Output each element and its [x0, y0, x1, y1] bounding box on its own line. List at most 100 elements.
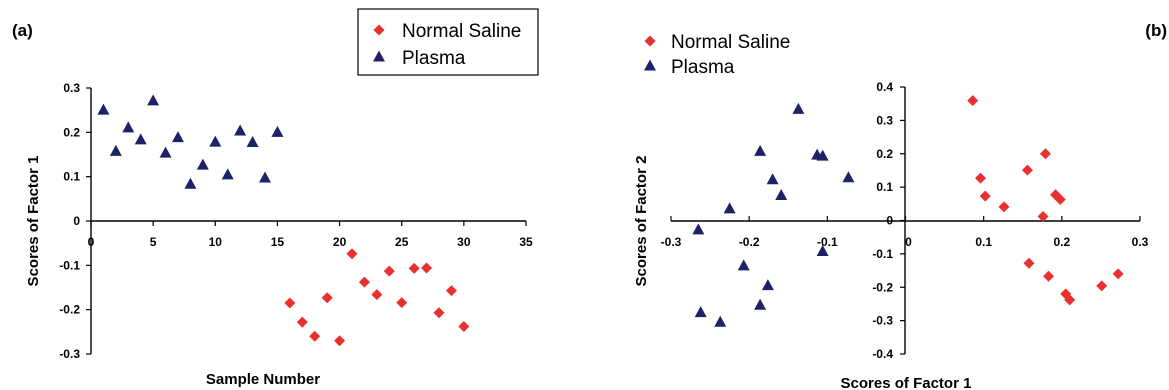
data-point-triangle — [694, 306, 707, 318]
data-point-diamond — [433, 307, 445, 319]
data-point-diamond — [979, 190, 991, 202]
data-point-triangle — [754, 298, 767, 310]
legend: Normal Saline Plasma — [644, 32, 790, 78]
x-tick-label: 10 — [209, 235, 223, 249]
y-tick-label: 0.4 — [876, 80, 893, 94]
data-point-diamond — [445, 285, 457, 297]
data-point-diamond — [396, 297, 408, 309]
legend-label: Normal Saline — [671, 32, 790, 53]
x-tick-label: -0.1 — [817, 235, 838, 249]
data-point-triangle — [122, 121, 135, 133]
data-point-diamond — [1112, 268, 1124, 280]
data-point-diamond — [998, 201, 1010, 213]
legend-marker — [644, 59, 656, 71]
data-point-diamond — [421, 262, 433, 274]
data-point-triangle — [723, 202, 736, 214]
data-point-diamond — [1021, 164, 1033, 176]
data-point-diamond — [1023, 257, 1035, 269]
data-point-diamond — [1096, 280, 1108, 292]
data-point-diamond — [346, 248, 358, 260]
y-tick-label: 0.2 — [63, 125, 80, 139]
data-point-triangle — [97, 103, 110, 115]
y-tick-label: 0 — [73, 214, 80, 228]
legend-label: Normal Saline — [402, 21, 521, 42]
y-tick-label: -0.3 — [872, 314, 893, 328]
legend-marker — [644, 35, 656, 47]
data-point-triangle — [172, 131, 184, 143]
panel-label: (a) — [12, 21, 33, 40]
legend-label: Plasma — [402, 48, 466, 69]
data-point-triangle — [816, 245, 829, 257]
legend-label: Plasma — [671, 57, 735, 78]
series-normal-saline — [967, 95, 1124, 306]
y-tick-label: 0.1 — [876, 180, 893, 194]
data-point-triangle — [842, 171, 855, 183]
x-tick-label: 35 — [519, 235, 533, 249]
data-point-diamond — [358, 276, 370, 288]
data-point-triangle — [714, 315, 727, 327]
data-point-triangle — [184, 177, 197, 189]
data-point-diamond — [967, 95, 979, 107]
x-tick-label: 0 — [905, 235, 912, 249]
x-tick-label: 25 — [395, 235, 409, 249]
y-tick-label: 0.3 — [63, 81, 80, 95]
legend-marker — [373, 24, 385, 36]
panel-label: (b) — [1145, 21, 1167, 40]
data-point-triangle — [196, 158, 209, 170]
data-point-triangle — [209, 135, 222, 147]
data-point-diamond — [975, 172, 987, 184]
y-tick-label: -0.3 — [59, 347, 80, 361]
data-point-diamond — [321, 292, 333, 304]
x-tick-label: -0.3 — [661, 235, 682, 249]
x-tick-label: 0.2 — [1053, 235, 1070, 249]
x-tick-label: 0.3 — [1132, 235, 1149, 249]
data-point-triangle — [766, 173, 779, 185]
data-point-triangle — [271, 125, 284, 137]
y-tick-label: -0.2 — [872, 280, 893, 294]
y-tick-label: 0.1 — [63, 170, 80, 184]
x-tick-label: 5 — [150, 235, 157, 249]
data-point-triangle — [246, 136, 259, 148]
data-point-diamond — [284, 297, 296, 309]
data-point-triangle — [816, 149, 829, 161]
x-tick-label: -0.2 — [739, 235, 760, 249]
data-point-diamond — [371, 289, 383, 301]
y-tick-label: -0.2 — [59, 303, 80, 317]
data-point-triangle — [761, 279, 774, 291]
data-point-triangle — [692, 223, 705, 235]
y-tick-label: 0.2 — [876, 147, 893, 161]
x-tick-label: 20 — [333, 235, 347, 249]
y-tick-label: -0.4 — [872, 347, 893, 361]
data-point-diamond — [1037, 210, 1049, 222]
x-tick-label: 0 — [88, 235, 95, 249]
data-point-diamond — [1043, 270, 1055, 282]
data-point-triangle — [259, 171, 271, 183]
data-point-triangle — [134, 133, 147, 145]
y-axis-title: Scores of Factor 1 — [25, 156, 42, 287]
legend: Normal Saline Plasma — [357, 8, 539, 76]
x-axis-title: Scores of Factor 1 — [841, 375, 972, 390]
legend-box — [357, 8, 539, 76]
data-point-triangle — [159, 146, 172, 158]
y-tick-label: -0.1 — [59, 258, 80, 272]
data-point-diamond — [1039, 148, 1051, 160]
data-point-diamond — [309, 330, 321, 342]
x-tick-label: 15 — [271, 235, 285, 249]
data-point-triangle — [221, 168, 234, 180]
data-point-diamond — [296, 316, 308, 328]
data-point-diamond — [1054, 193, 1066, 205]
data-point-triangle — [754, 144, 767, 156]
x-tick-label: 30 — [457, 235, 471, 249]
data-point-diamond — [458, 321, 470, 333]
data-point-triangle — [792, 102, 805, 114]
data-point-triangle — [147, 94, 160, 106]
y-axis-title: Scores of Factor 2 — [633, 156, 650, 287]
y-tick-label: 0.3 — [876, 113, 893, 127]
data-point-diamond — [383, 265, 395, 277]
legend-marker — [373, 50, 385, 62]
x-tick-label: 0.1 — [975, 235, 992, 249]
chart-a: (a) -0.3 -0.2 -0.1 0 0.1 0.2 0.3 0 5 10 15 20 25 30 35 S… — [12, 8, 539, 388]
series-plasma — [97, 94, 284, 189]
series-plasma — [692, 102, 855, 327]
y-tick-label: -0.1 — [872, 247, 893, 261]
